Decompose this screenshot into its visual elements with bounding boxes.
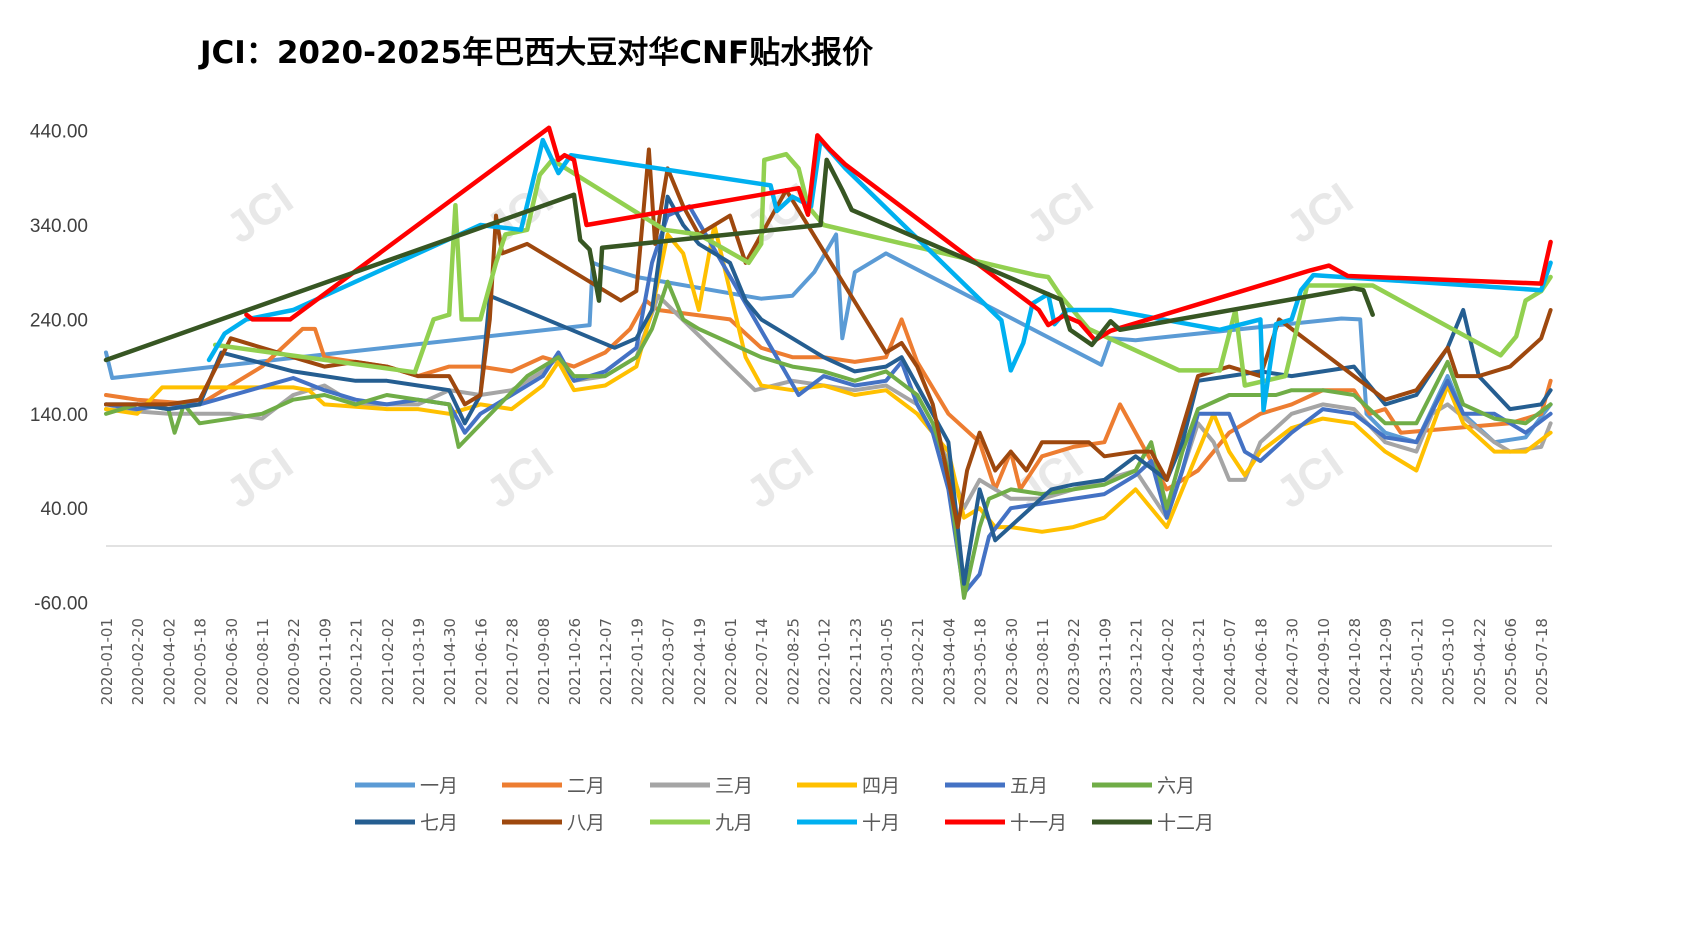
x-tick-label: 2025-06-06 xyxy=(1502,618,1520,705)
x-tick-label: 2024-03-21 xyxy=(1190,618,1208,705)
series-line-7 xyxy=(104,194,1553,586)
legend-label: 三月 xyxy=(715,775,753,797)
y-tick-label: 140.00 xyxy=(30,405,88,426)
watermark-logo: JCI xyxy=(738,439,822,518)
legend-label: 十一月 xyxy=(1010,812,1067,834)
x-tick-label: 2025-03-10 xyxy=(1440,618,1458,705)
x-tick-label: 2020-04-02 xyxy=(160,618,178,705)
legend-item[interactable]: 九月 xyxy=(650,812,753,834)
x-tick-label: 2023-04-04 xyxy=(940,618,958,705)
x-tick-label: 2024-10-28 xyxy=(1346,618,1364,705)
x-tick-label: 2025-07-18 xyxy=(1533,618,1551,705)
x-tick-label: 2024-09-10 xyxy=(1315,618,1333,705)
series-line-5 xyxy=(104,204,1553,596)
x-tick-label: 2022-10-12 xyxy=(816,618,834,705)
x-tick-label: 2020-12-21 xyxy=(348,618,366,705)
legend-item[interactable]: 二月 xyxy=(502,775,605,797)
x-tick-label: 2021-09-08 xyxy=(535,618,553,705)
x-tick-label: 2024-12-09 xyxy=(1377,618,1395,705)
watermark-logo: JCI xyxy=(1268,439,1352,518)
x-tick-label: 2024-06-18 xyxy=(1252,618,1270,705)
x-tick-label: 2025-04-22 xyxy=(1471,618,1489,705)
legend-item[interactable]: 三月 xyxy=(650,775,753,797)
legend-label: 二月 xyxy=(567,775,605,797)
x-tick-label: 2024-02-02 xyxy=(1159,618,1177,705)
legend-label: 六月 xyxy=(1157,775,1195,797)
x-tick-label: 2022-11-23 xyxy=(847,618,865,705)
x-tick-label: 2023-06-30 xyxy=(1003,618,1021,705)
chart-title: JCI：2020-2025年巴西大豆对华CNF贴水报价 xyxy=(198,35,873,71)
series-line-10 xyxy=(206,137,1553,413)
x-tick-label: 2022-06-01 xyxy=(722,618,740,705)
x-tick-label: 2023-05-18 xyxy=(972,618,990,705)
x-tick-label: 2021-07-28 xyxy=(504,618,522,705)
x-tick-label: 2025-01-21 xyxy=(1408,618,1426,705)
legend-label: 九月 xyxy=(715,812,753,834)
legend-item[interactable]: 五月 xyxy=(945,775,1048,797)
x-tick-label: 2023-02-21 xyxy=(909,618,927,705)
legend-label: 五月 xyxy=(1010,775,1048,797)
watermark-logo: JCI xyxy=(218,439,302,518)
x-tick-label: 2020-05-18 xyxy=(192,618,210,705)
legend-item[interactable]: 七月 xyxy=(355,812,458,834)
x-tick-label: 2021-02-02 xyxy=(379,618,397,705)
x-tick-label: 2022-03-07 xyxy=(660,618,678,705)
x-tick-label: 2022-08-25 xyxy=(784,618,802,705)
x-tick-label: 2020-09-22 xyxy=(285,618,303,705)
x-axis: 2020-01-01 2020-02-20 2020-04-02 2020-05-18… xyxy=(98,618,1551,705)
watermark-logo: JCI xyxy=(478,439,562,518)
series-line-11 xyxy=(244,125,1553,343)
x-tick-label: 2021-03-19 xyxy=(410,618,428,705)
watermark-logo: JCI xyxy=(218,174,302,253)
y-tick-label: 40.00 xyxy=(40,499,88,520)
x-tick-label: 2020-06-30 xyxy=(223,618,241,705)
legend-label: 一月 xyxy=(420,775,458,797)
legend-label: 七月 xyxy=(420,812,458,834)
legend-label: 十二月 xyxy=(1157,812,1214,834)
legend-label: 八月 xyxy=(567,812,605,834)
watermark-logo: JCI xyxy=(1278,174,1362,253)
legend-label: 十月 xyxy=(862,812,900,834)
x-tick-label: 2022-04-19 xyxy=(691,618,709,705)
x-tick-label: 2020-08-11 xyxy=(254,618,272,705)
x-tick-label: 2023-11-09 xyxy=(1096,618,1114,705)
x-tick-label: 2022-07-14 xyxy=(753,618,771,705)
legend-item[interactable]: 八月 xyxy=(502,812,605,834)
legend-item[interactable]: 十一月 xyxy=(945,812,1067,834)
series-line-8 xyxy=(104,147,1553,530)
legend-item[interactable]: 十二月 xyxy=(1092,812,1214,834)
x-tick-label: 2022-01-19 xyxy=(628,618,646,705)
y-tick-label: 340.00 xyxy=(30,216,88,237)
legend-item[interactable]: 一月 xyxy=(355,775,458,797)
y-tick-label: -60.00 xyxy=(34,594,88,615)
x-tick-label: 2020-11-09 xyxy=(316,618,334,705)
x-tick-label: 2023-09-22 xyxy=(1065,618,1083,705)
x-tick-label: 2020-01-01 xyxy=(98,618,116,705)
y-tick-label: 240.00 xyxy=(30,310,88,331)
y-axis: 440.00 340.00 240.00 140.00 40.00 -60.00 xyxy=(30,122,88,615)
x-tick-label: 2021-04-30 xyxy=(441,618,459,705)
legend-item[interactable]: 六月 xyxy=(1092,775,1195,797)
series-line-6 xyxy=(104,279,1553,600)
x-tick-label: 2021-06-16 xyxy=(472,618,490,705)
legend-label: 四月 xyxy=(862,775,900,797)
x-tick-label: 2021-10-26 xyxy=(566,618,584,705)
y-tick-label: 440.00 xyxy=(30,122,88,143)
x-tick-label: 2024-05-07 xyxy=(1221,618,1239,705)
watermark-logo: JCI xyxy=(1018,174,1102,253)
x-tick-label: 2021-12-07 xyxy=(597,618,615,705)
series-layer xyxy=(103,125,1553,600)
series-line-12 xyxy=(103,157,1375,363)
x-tick-label: 2023-12-21 xyxy=(1128,618,1146,705)
x-tick-label: 2024-07-30 xyxy=(1284,618,1302,705)
x-tick-label: 2020-02-20 xyxy=(129,618,147,705)
x-tick-label: 2023-01-05 xyxy=(878,618,896,705)
x-tick-label: 2023-08-11 xyxy=(1034,618,1052,705)
legend-item[interactable]: 十月 xyxy=(797,812,900,834)
legend-item[interactable]: 四月 xyxy=(797,775,900,797)
